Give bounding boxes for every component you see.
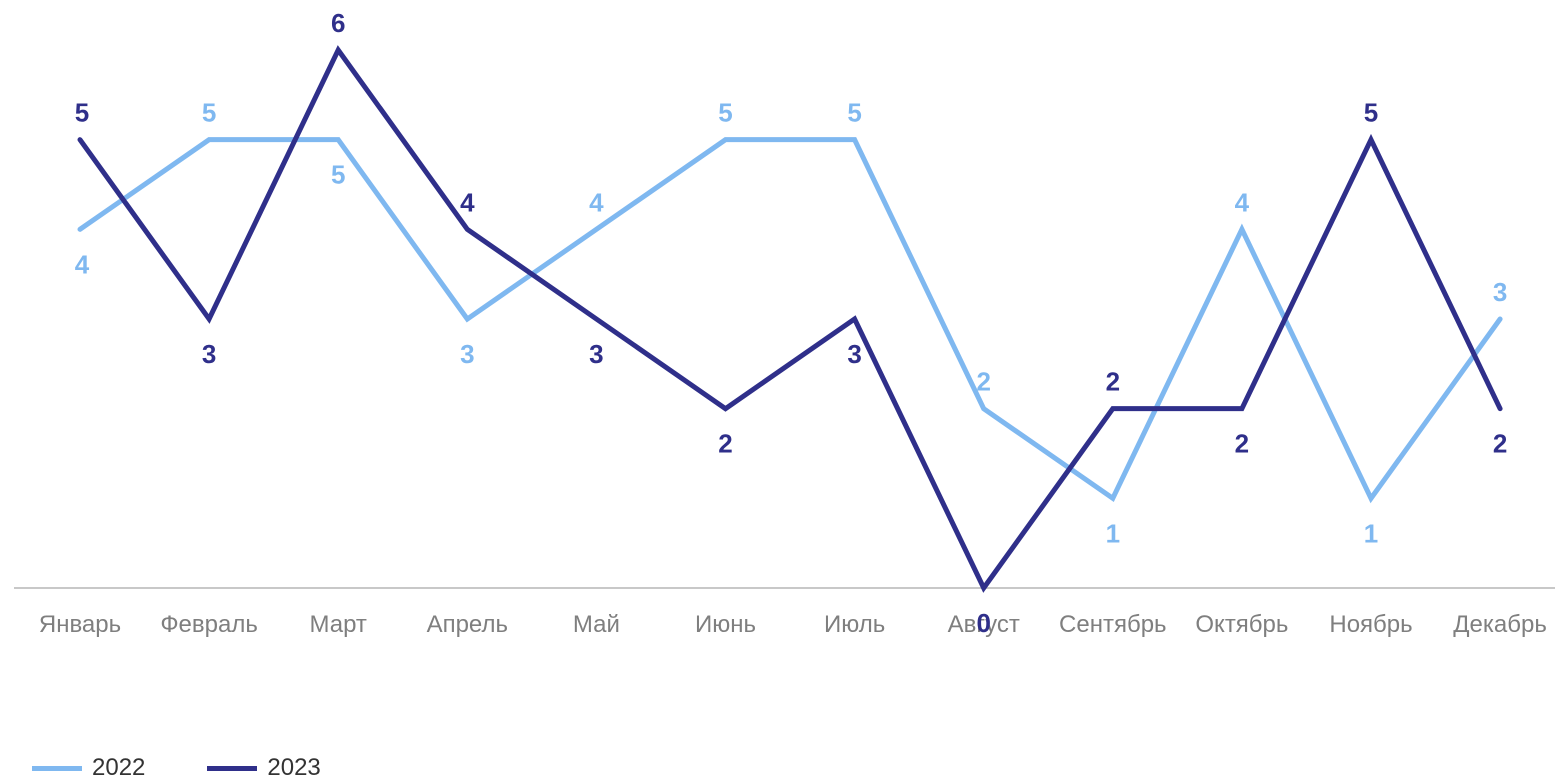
x-tick-label: Июль (824, 611, 885, 638)
data-label-2023: 2 (1235, 429, 1249, 459)
data-label-2023: 5 (1364, 98, 1378, 128)
x-tick-label: Апрель (427, 611, 508, 638)
series-lines (77, 45, 1503, 593)
data-label-2022: 1 (1364, 518, 1378, 548)
data-label-2022: 5 (718, 98, 732, 128)
x-tick-label: Март (309, 611, 366, 638)
series-line-2022 (77, 137, 1503, 504)
legend-item-2022: 2022 (32, 756, 145, 780)
data-label-2023: 3 (202, 339, 216, 369)
data-label-2022: 5 (202, 98, 216, 128)
legend-swatch-2022 (32, 765, 82, 771)
data-label-2022: 5 (847, 98, 861, 128)
data-label-2022: 5 (331, 160, 345, 190)
data-label-2022: 1 (1106, 518, 1120, 548)
x-tick-label: Июнь (695, 611, 756, 638)
legend-swatch-2023 (207, 765, 258, 771)
x-tick-label: Октябрь (1195, 611, 1288, 638)
data-label-2023: 0 (976, 608, 990, 638)
data-label-2023: 3 (847, 339, 861, 369)
data-label-2023: 4 (460, 187, 475, 217)
data-label-2023: 2 (1106, 367, 1120, 397)
legend: 2022 2023 (32, 756, 321, 780)
data-label-2022: 4 (75, 249, 90, 279)
x-tick-label: Сентябрь (1059, 611, 1167, 638)
category-labels: Январь Февраль Март Апрель Май Июнь Июль Август… (39, 611, 1547, 638)
data-label-2023: 6 (331, 8, 345, 38)
data-label-2023: 5 (75, 98, 89, 128)
legend-label-2023: 2023 (267, 754, 321, 781)
legend-label-2022: 2022 (92, 754, 146, 781)
data-label-2022: 3 (460, 339, 474, 369)
line-chart: Январь Февраль Март Апрель Май Июнь Июль Август… (14, 8, 1555, 638)
x-tick-label: Август (948, 611, 1020, 638)
x-tick-label: Май (573, 611, 620, 638)
x-tick-label: Декабрь (1453, 611, 1547, 638)
legend-item-2023: 2023 (207, 754, 321, 781)
data-label-2022: 4 (1235, 187, 1250, 217)
data-label-2023: 2 (718, 429, 732, 459)
data-label-2023: 3 (589, 339, 603, 369)
data-label-2022: 3 (1493, 277, 1507, 307)
series-line-2023 (77, 45, 1503, 593)
data-label-2022: 4 (589, 187, 604, 217)
data-label-2022: 2 (976, 367, 990, 397)
x-tick-label: Февраль (160, 611, 258, 638)
data-labels: 4 5 5 3 4 5 5 2 1 4 1 3 5 3 6 4 3 2 3 0 2 2 5 2 (75, 8, 1508, 638)
x-tick-label: Январь (39, 611, 121, 638)
data-label-2023: 2 (1493, 429, 1507, 459)
x-tick-label: Ноябрь (1329, 611, 1412, 638)
